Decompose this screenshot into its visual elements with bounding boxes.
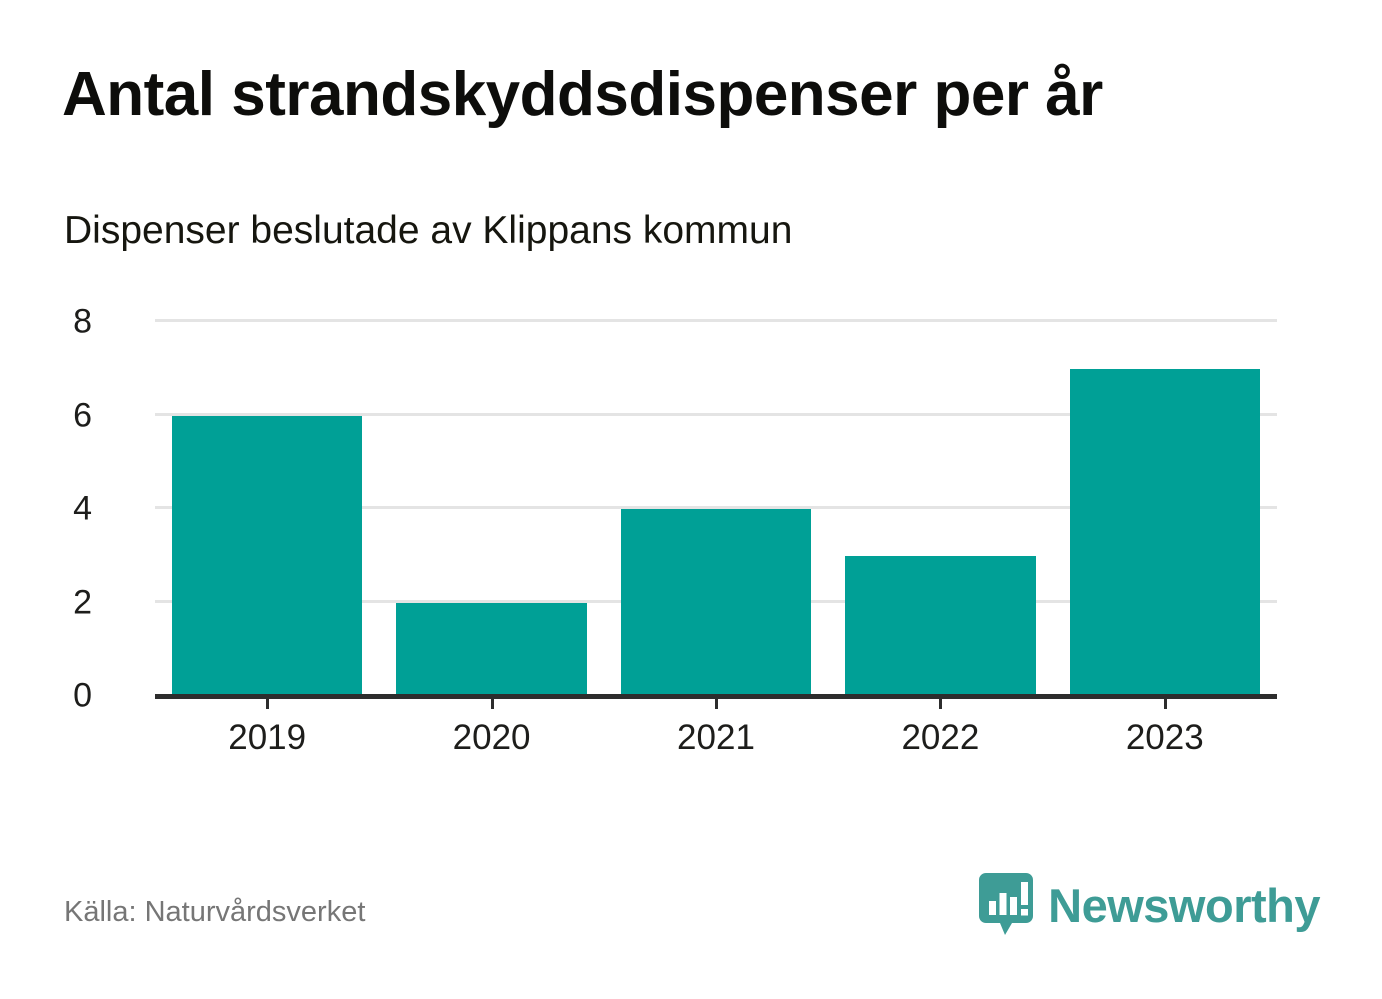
bar-group[interactable]: 2020 [379, 322, 603, 757]
x-axis-tick [1163, 696, 1167, 709]
gridline [155, 319, 1277, 322]
y-axis-tick-label: 2 [73, 583, 92, 621]
logo-wordmark: Newsworthy [1048, 878, 1320, 932]
bar-group[interactable]: 2023 [1053, 322, 1277, 757]
page-title: Antal strandskyddsdispenser per år [62, 60, 1103, 129]
bar-series: 2019 2020 2021 2022 2023 [155, 322, 1277, 757]
bar[interactable] [620, 509, 812, 696]
bar-group[interactable]: 2019 [155, 322, 379, 757]
newsworthy-logo: Newsworthy [978, 872, 1320, 938]
y-axis-tick-label: 0 [73, 676, 92, 715]
x-axis-tick-label: 2022 [901, 718, 980, 757]
x-axis-tick [939, 696, 943, 709]
x-axis-line [155, 694, 1277, 699]
bar-group[interactable]: 2022 [828, 322, 1052, 757]
bar-group[interactable]: 2021 [604, 322, 828, 757]
y-axis-tick-label: 8 [73, 302, 92, 341]
bar[interactable] [172, 415, 363, 696]
bar[interactable] [1069, 368, 1260, 696]
x-axis-tick-label: 2021 [677, 718, 755, 757]
x-axis-tick [714, 696, 718, 709]
x-axis-tick-label: 2019 [228, 718, 307, 757]
y-axis-tick-label: 4 [73, 489, 92, 528]
source-note: Källa: Naturvårdsverket [64, 896, 366, 928]
gridline [155, 412, 1277, 416]
x-axis-tick [266, 696, 270, 709]
chart-subtitle: Dispenser beslutade av Klippans kommun [64, 209, 793, 252]
plot-area: 0 2 4 6 8 2019 2020 2021 2022 2023 [73, 303, 1277, 757]
bar[interactable] [845, 555, 1036, 696]
gridline [155, 506, 1277, 509]
speech-bubble-bar-chart-icon [979, 873, 1034, 935]
x-axis-tick-label: 2020 [452, 718, 531, 757]
x-axis-tick [490, 696, 494, 709]
y-axis-tick-label: 6 [73, 396, 92, 434]
bar[interactable] [396, 602, 587, 696]
x-axis-tick-label: 2023 [1125, 718, 1204, 757]
